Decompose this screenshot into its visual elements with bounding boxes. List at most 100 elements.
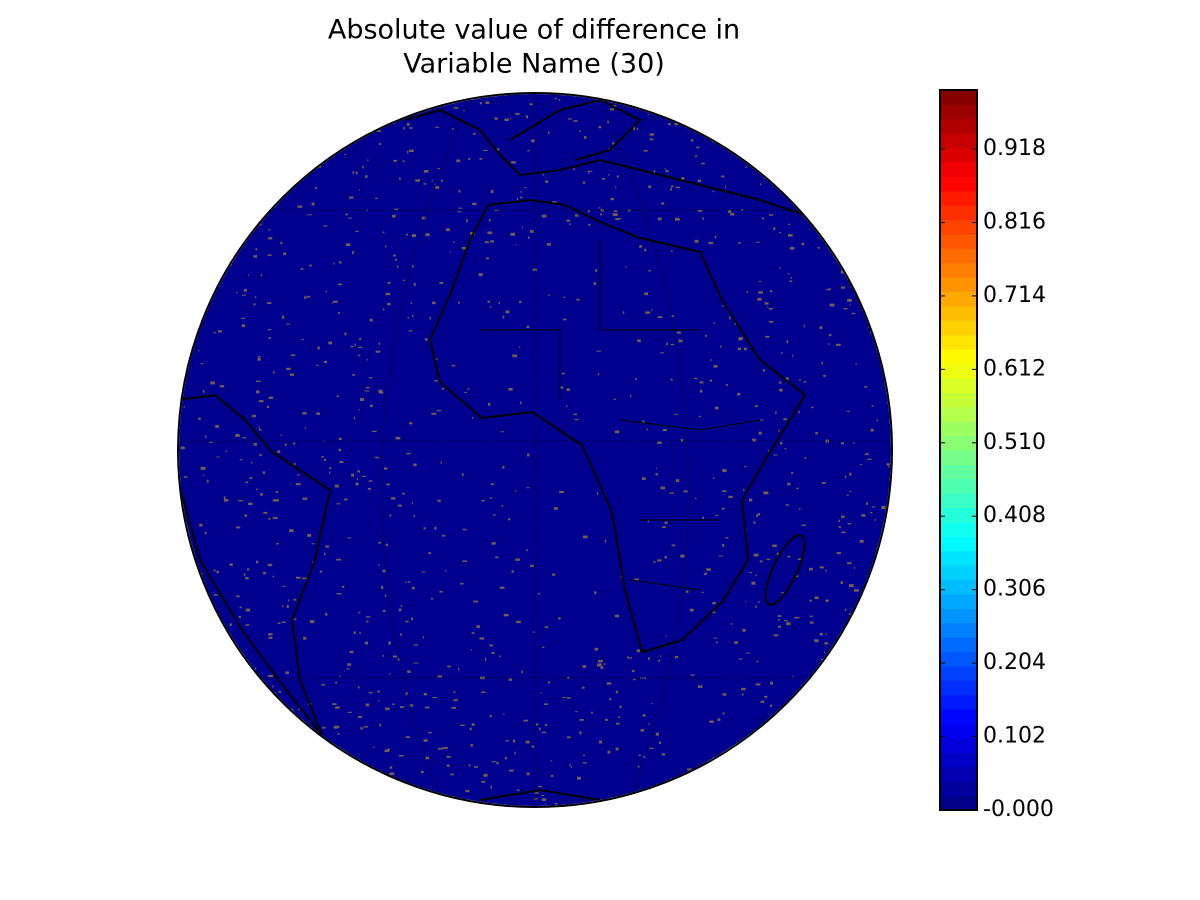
speckle — [825, 771, 828, 774]
speckle — [261, 774, 267, 777]
speckle — [312, 124, 317, 127]
speckle — [610, 108, 614, 111]
speckle — [496, 761, 499, 765]
scandinavia — [509, 98, 642, 161]
speckle — [437, 675, 442, 678]
speckle — [453, 691, 456, 693]
speckle — [784, 619, 788, 622]
speckle — [349, 196, 354, 199]
speckle — [255, 390, 260, 394]
speckle — [594, 591, 597, 595]
speckle — [529, 230, 534, 233]
speckle — [223, 496, 226, 500]
speckle — [854, 654, 857, 657]
speckle — [881, 506, 886, 509]
speckle — [242, 234, 246, 237]
speckle — [389, 673, 391, 675]
speckle — [421, 571, 426, 573]
speckle — [853, 179, 856, 182]
speckle — [607, 120, 609, 124]
speckle — [357, 470, 360, 473]
globe — [177, 92, 893, 808]
speckle — [385, 543, 388, 547]
speckle — [833, 222, 837, 225]
speckle — [676, 107, 681, 110]
speckle — [245, 668, 250, 671]
speckle — [490, 240, 495, 243]
speckle — [280, 434, 283, 436]
speckle — [576, 776, 581, 780]
speckle — [358, 611, 361, 614]
speckle — [817, 725, 821, 729]
speckle — [801, 761, 806, 763]
speckle — [376, 690, 380, 693]
speckle — [718, 765, 723, 768]
speckle — [406, 122, 410, 126]
speckle — [710, 611, 716, 614]
speckle — [294, 789, 296, 791]
speckle — [272, 516, 278, 519]
speckle — [226, 155, 230, 158]
speckle — [424, 756, 430, 760]
speckle — [657, 217, 662, 221]
speckle — [763, 491, 769, 495]
speckle — [266, 724, 268, 727]
speckle — [718, 122, 721, 126]
speckle — [853, 442, 855, 444]
speckle — [221, 114, 225, 117]
speckle — [384, 749, 390, 753]
speckle — [394, 208, 399, 211]
colorbar-segment — [940, 752, 977, 768]
speckle — [775, 770, 778, 772]
speckle — [200, 665, 204, 668]
speckle — [521, 226, 524, 229]
speckle — [446, 764, 450, 767]
speckle — [538, 727, 541, 731]
speckle — [795, 575, 799, 578]
speckle — [321, 456, 324, 458]
speckle — [695, 497, 697, 500]
speckle — [847, 298, 852, 302]
speckle — [781, 592, 785, 594]
colorbar-segment — [940, 680, 977, 696]
speckle — [647, 520, 649, 523]
colorbar-segment — [940, 565, 977, 581]
speckle — [674, 217, 680, 221]
speckle — [423, 183, 427, 185]
speckle — [533, 792, 539, 794]
speckle — [200, 363, 204, 365]
speckle — [700, 96, 702, 98]
speckle — [558, 617, 561, 620]
speckle — [290, 794, 295, 796]
speckle — [764, 746, 770, 748]
speckle — [794, 616, 800, 619]
speckle — [608, 174, 610, 176]
speckle — [191, 286, 195, 289]
speckle — [844, 608, 847, 611]
speckle — [798, 178, 803, 181]
south-america — [179, 393, 332, 736]
speckle — [378, 700, 380, 702]
speckle — [480, 691, 486, 693]
speckle — [285, 142, 289, 145]
speckle — [405, 692, 408, 696]
speckle — [670, 188, 672, 191]
speckle — [254, 681, 256, 683]
speckle — [413, 644, 419, 646]
speckle — [641, 477, 646, 480]
speckle — [462, 528, 467, 531]
speckle — [366, 620, 369, 623]
speckle — [204, 212, 208, 216]
speckle — [751, 104, 754, 106]
speckle — [649, 133, 655, 136]
speckle — [228, 803, 232, 806]
speckle — [868, 604, 872, 608]
speckle — [344, 498, 348, 501]
speckle — [337, 283, 343, 286]
speckle — [852, 170, 855, 174]
speckle — [434, 526, 437, 530]
speckle — [328, 341, 333, 345]
speckle — [360, 727, 363, 730]
speckle — [470, 649, 473, 651]
speckle — [863, 194, 867, 198]
